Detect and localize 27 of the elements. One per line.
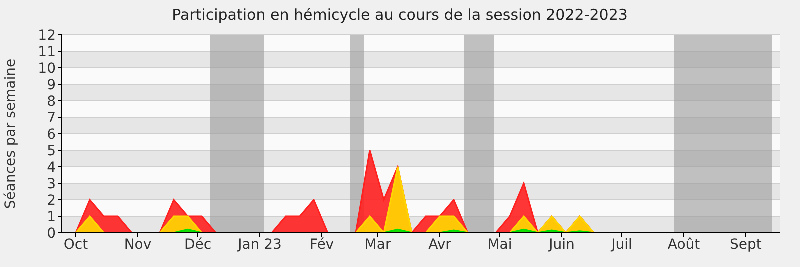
y-tick-label: 4 <box>47 160 56 176</box>
x-tick-label: Juil <box>610 236 632 253</box>
y-tick-label: 7 <box>47 110 56 126</box>
x-tick-label: Oct <box>64 236 89 253</box>
y-tick-label: 1 <box>47 209 56 226</box>
y-tick-label: 2 <box>47 192 56 209</box>
x-tick-label: Déc <box>184 236 212 253</box>
x-tick-label: Avr <box>428 236 452 253</box>
x-tick-label: Jan 23 <box>237 236 282 253</box>
x-tick-label: Mar <box>364 236 392 253</box>
x-tick-label: Nov <box>124 236 152 253</box>
y-tick-label: 12 <box>38 28 56 44</box>
x-tick-label: Juin <box>548 236 575 253</box>
x-tick-label: Août <box>668 236 701 253</box>
y-tick-label: 11 <box>38 44 56 60</box>
y-axis-title: Séances par semaine <box>2 58 19 210</box>
y-tick-label: 6 <box>47 126 56 143</box>
y-tick-label: 3 <box>47 176 56 192</box>
y-tick-label: 5 <box>47 143 56 160</box>
y-tick-label: 10 <box>38 60 56 77</box>
y-tick-label: 0 <box>47 226 56 242</box>
chart-title: Participation en hémicycle au cours de la session 2022-2023 <box>171 6 629 24</box>
x-tick-label: Fév <box>310 236 334 253</box>
y-tick-label: 8 <box>47 94 56 110</box>
x-tick-label: Sept <box>730 236 762 253</box>
y-tick-label: 9 <box>47 77 56 94</box>
x-tick-label: Mai <box>488 236 512 253</box>
